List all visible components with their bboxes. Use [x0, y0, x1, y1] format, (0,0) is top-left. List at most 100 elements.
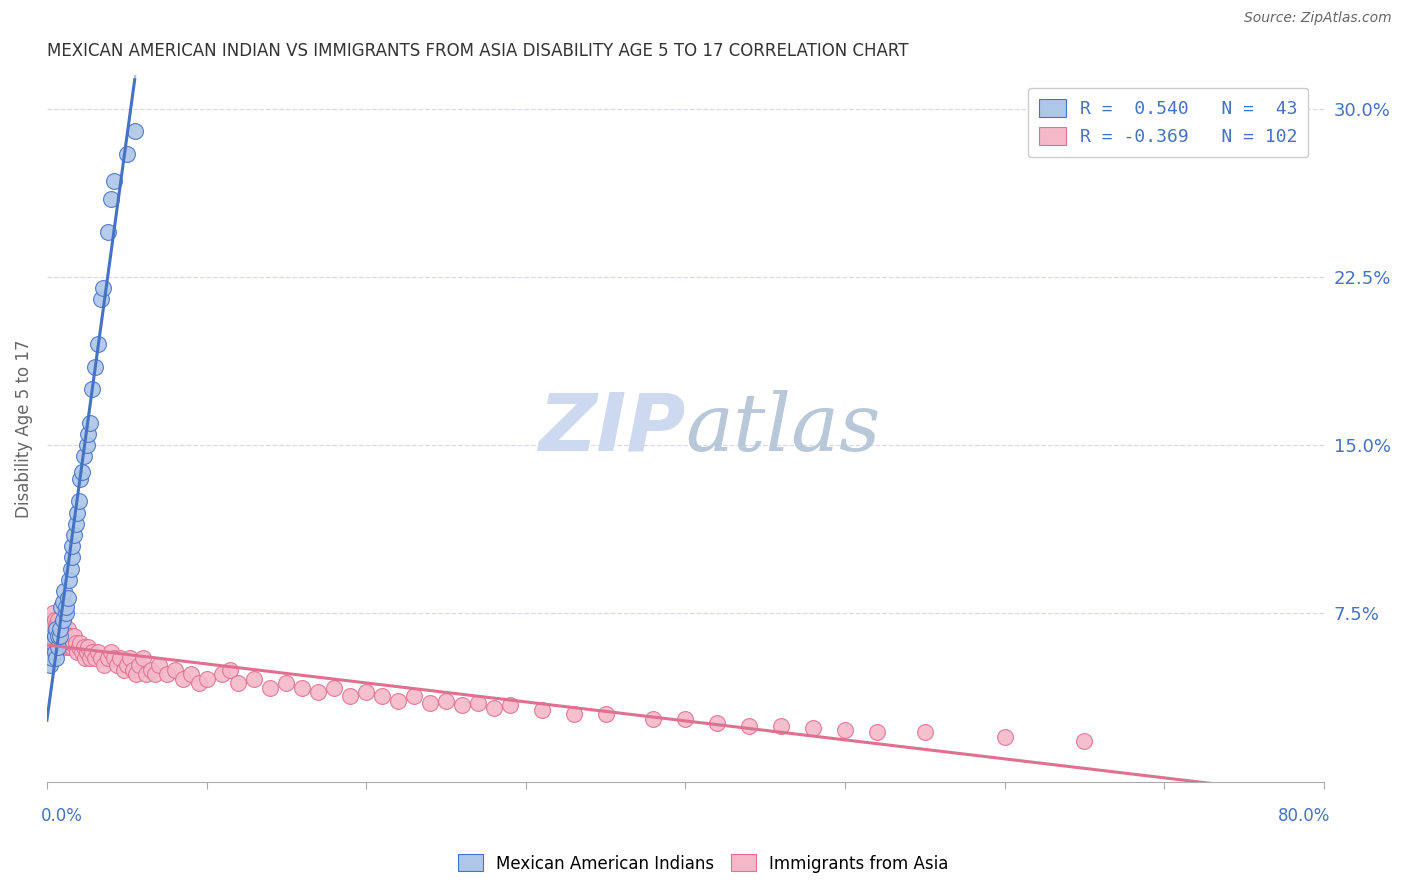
Point [41, 622, 63, 636]
Legend: R =  0.540   N =  43, R = -0.369   N = 102: R = 0.540 N = 43, R = -0.369 N = 102 [1028, 87, 1309, 157]
Point [55, 599, 77, 614]
Point [52, 622, 75, 636]
Point [53, 635, 76, 649]
Point [75, 651, 97, 665]
Point [866, 725, 889, 739]
Point [46, 640, 69, 654]
Point [52, 595, 75, 609]
Point [118, 651, 141, 665]
Point [39, 613, 62, 627]
Point [56, 591, 79, 605]
Point [44, 613, 66, 627]
Point [58, 573, 80, 587]
Point [70, 645, 93, 659]
Point [72, 450, 94, 464]
Point [66, 506, 89, 520]
Point [42, 640, 65, 654]
Point [58, 640, 80, 654]
Point [87, 337, 110, 351]
Point [115, 658, 138, 673]
Text: 0.0%: 0.0% [41, 806, 83, 824]
Point [46, 613, 69, 627]
Point [259, 681, 281, 695]
Point [323, 681, 346, 695]
Point [59, 629, 82, 643]
Point [45, 651, 67, 665]
Point [77, 640, 100, 654]
Point [706, 716, 728, 731]
Point [48, 629, 70, 643]
Point [673, 712, 696, 726]
Point [66, 645, 89, 659]
Point [122, 663, 145, 677]
Point [69, 635, 91, 649]
Point [195, 672, 218, 686]
Point [67, 640, 90, 654]
Point [45, 635, 67, 649]
Point [914, 725, 936, 739]
Point [530, 703, 553, 717]
Point [354, 685, 377, 699]
Point [39, 658, 62, 673]
Point [738, 718, 761, 732]
Text: MEXICAN AMERICAN INDIAN VS IMMIGRANTS FROM ASIA DISABILITY AGE 5 TO 17 CORRELATI: MEXICAN AMERICAN INDIAN VS IMMIGRANTS FR… [46, 42, 908, 60]
Point [228, 676, 250, 690]
Text: atlas: atlas [685, 390, 880, 467]
Point [45, 622, 67, 636]
Point [55, 607, 77, 621]
Point [419, 696, 441, 710]
Point [131, 651, 153, 665]
Point [187, 676, 209, 690]
Point [307, 685, 329, 699]
Point [110, 651, 132, 665]
Point [1073, 734, 1095, 748]
Point [76, 645, 98, 659]
Point [801, 721, 824, 735]
Text: Source: ZipAtlas.com: Source: ZipAtlas.com [1244, 12, 1392, 25]
Point [46, 629, 69, 643]
Text: 80.0%: 80.0% [1278, 806, 1330, 824]
Point [91, 281, 114, 295]
Point [499, 698, 522, 713]
Point [46, 629, 69, 643]
Point [291, 681, 314, 695]
Point [65, 635, 87, 649]
Point [643, 712, 665, 726]
Point [55, 640, 77, 654]
Point [62, 539, 84, 553]
Point [67, 494, 90, 508]
Point [59, 635, 82, 649]
Point [105, 658, 128, 673]
Point [69, 472, 91, 486]
Point [44, 629, 66, 643]
Point [135, 667, 157, 681]
Point [44, 629, 66, 643]
Point [62, 640, 84, 654]
Point [42, 635, 65, 649]
Point [79, 651, 101, 665]
Point [211, 667, 233, 681]
Point [103, 173, 125, 187]
Point [219, 663, 242, 677]
Point [96, 651, 118, 665]
Point [115, 146, 138, 161]
Point [80, 382, 103, 396]
Point [139, 663, 162, 677]
Point [63, 528, 86, 542]
Point [180, 667, 202, 681]
Point [402, 690, 425, 704]
Point [53, 622, 76, 636]
Point [45, 617, 67, 632]
Point [58, 629, 80, 643]
Point [834, 723, 856, 738]
Point [83, 651, 105, 665]
Point [51, 635, 73, 649]
Point [434, 694, 457, 708]
Point [56, 635, 79, 649]
Point [145, 667, 167, 681]
Point [45, 622, 67, 636]
Point [276, 676, 298, 690]
Legend: Mexican American Indians, Immigrants from Asia: Mexican American Indians, Immigrants fro… [451, 847, 955, 880]
Point [42, 617, 65, 632]
Point [112, 663, 135, 677]
